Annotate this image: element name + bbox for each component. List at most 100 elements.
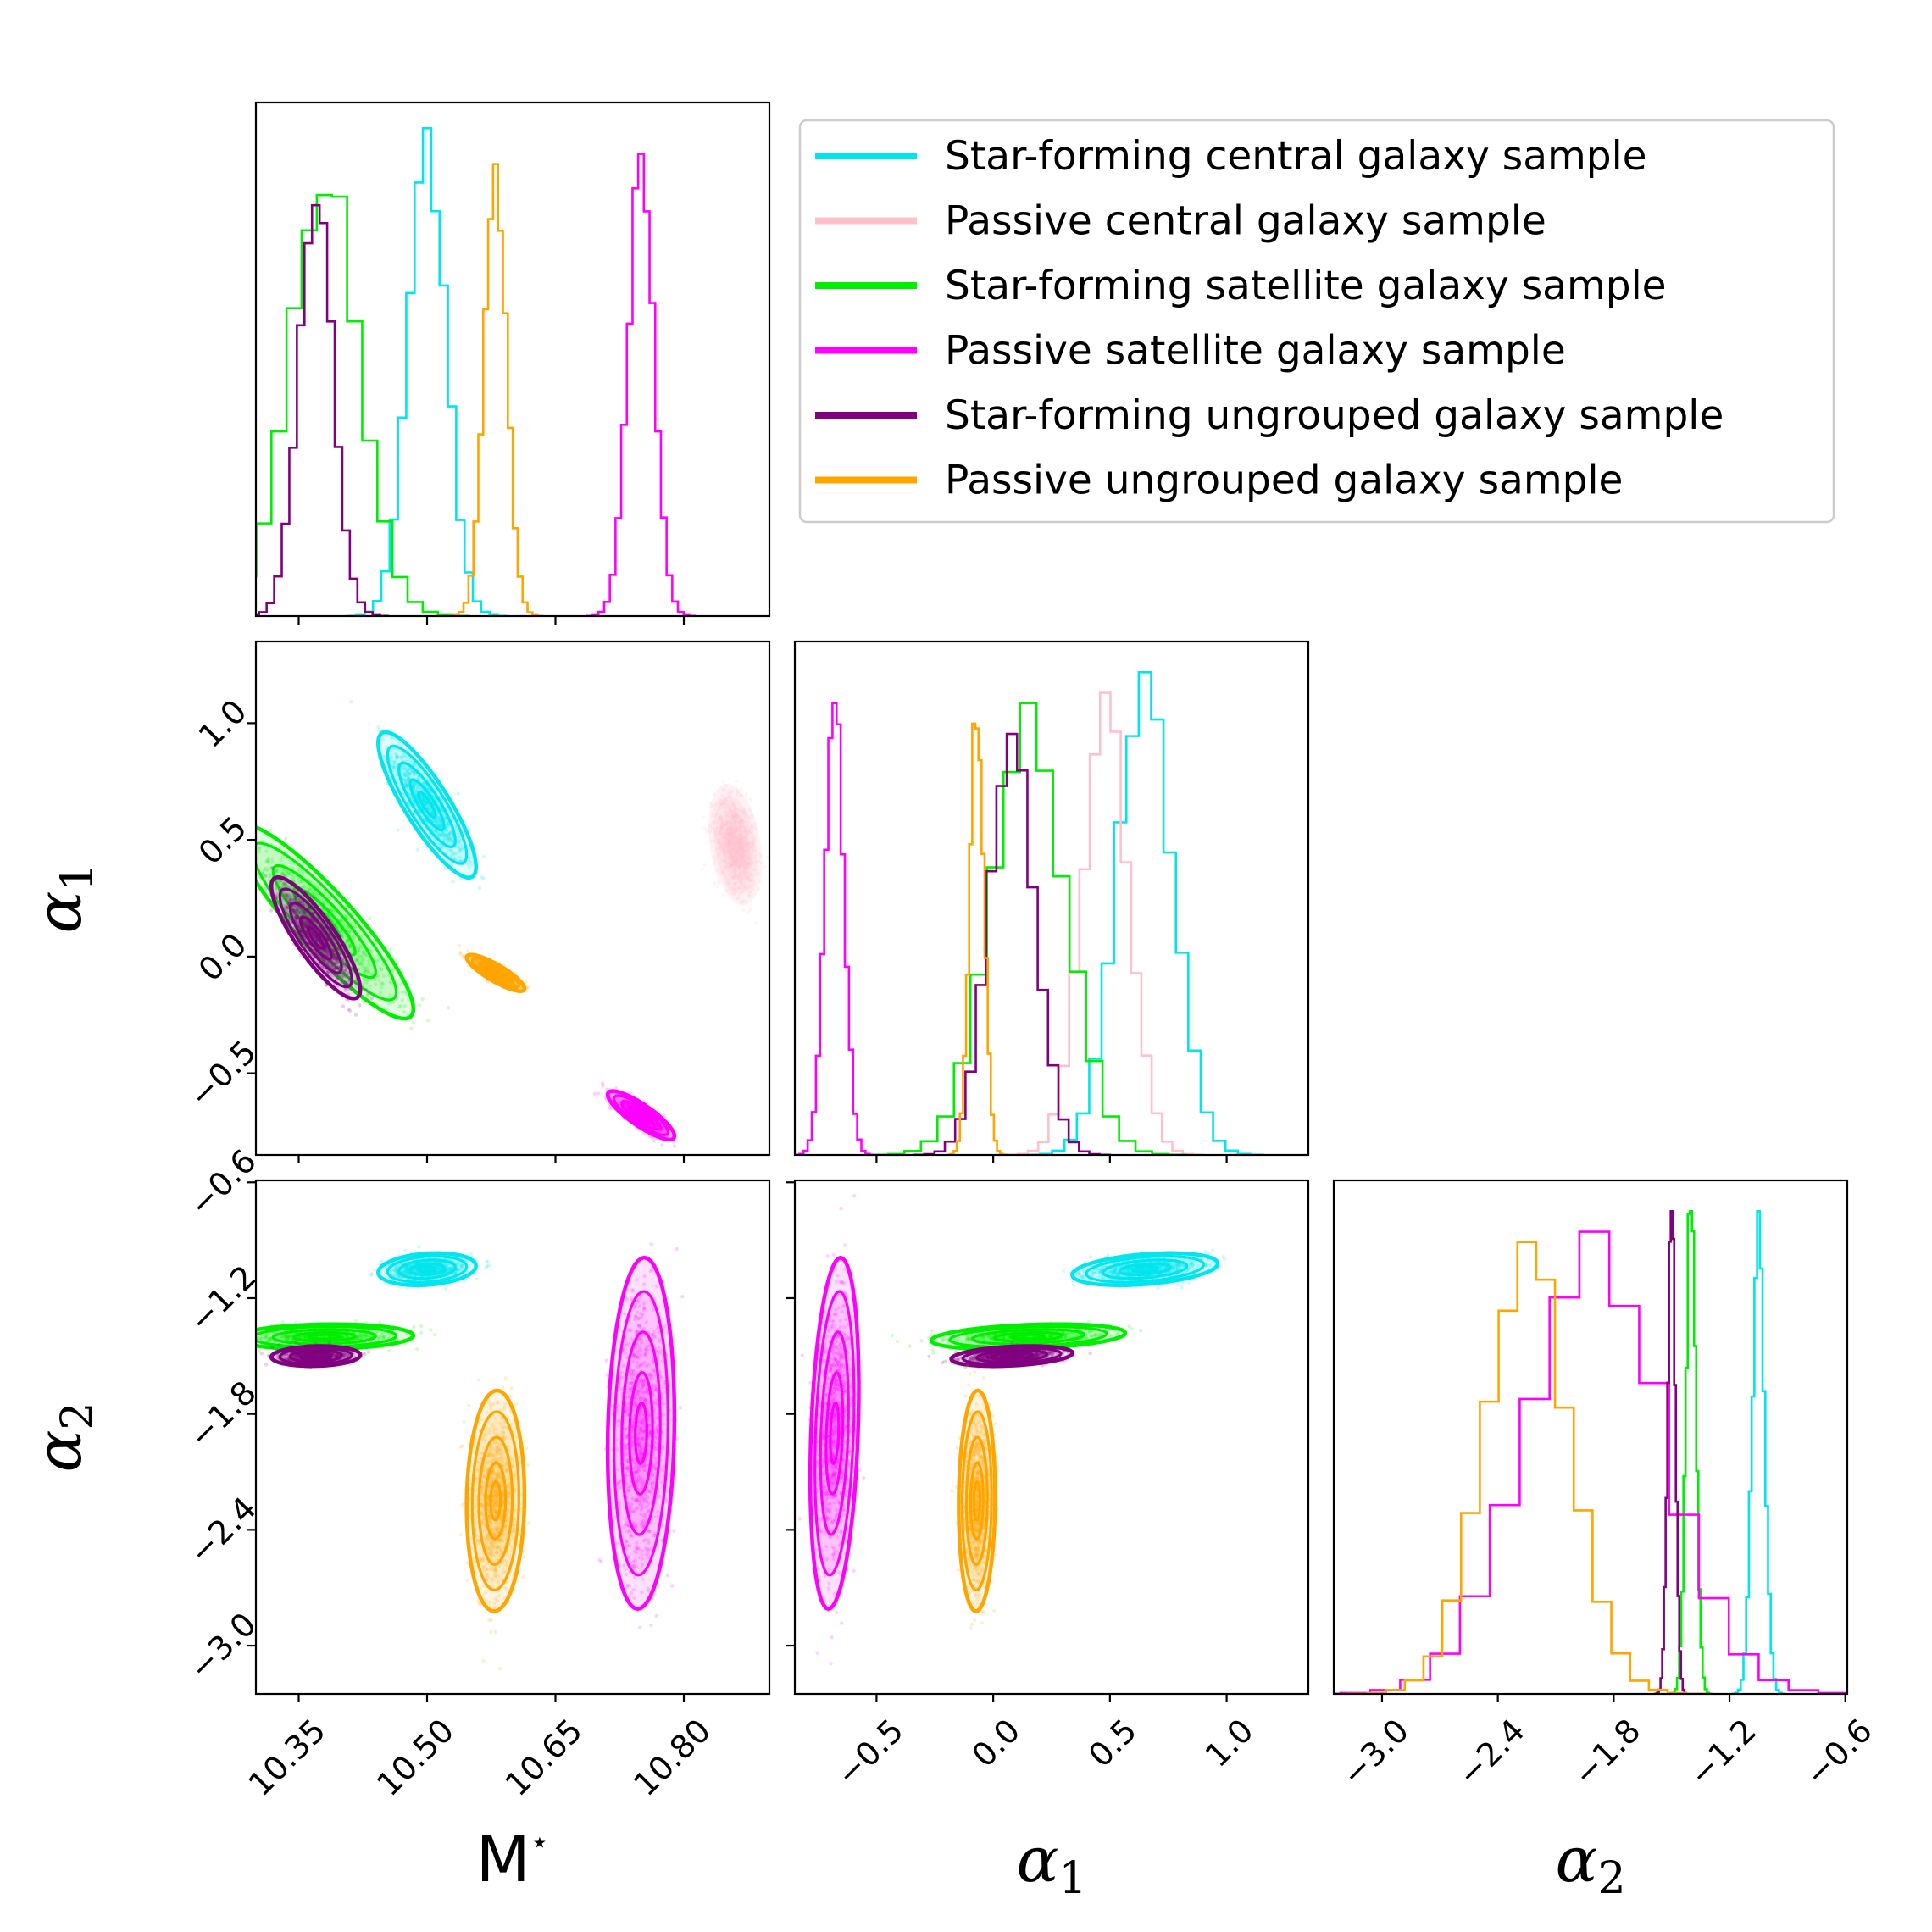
panel-frame	[1332, 1179, 1849, 1696]
contour-star-forming-ungrouped-galaxy-sample	[1000, 1352, 1024, 1359]
contour-star-forming-satellite-galaxy-sample	[1009, 1333, 1047, 1341]
hist-star-forming-ungrouped-galaxy-sample	[1654, 1210, 1690, 1694]
panel-frame	[254, 1179, 771, 1696]
x-tick-label: −0.5	[829, 1712, 910, 1793]
contour-star-forming-central-galaxy-sample	[397, 761, 457, 849]
panel-alpha2-hist: −3.0 −2.4 −1.8 −1.2 −0.6	[1332, 1179, 1879, 1793]
contour-star-forming-central-galaxy-sample	[1085, 1254, 1206, 1284]
hist-passive-satellite-galaxy-sample	[795, 702, 875, 1155]
panel-frame	[254, 101, 771, 618]
contour-star-forming-central-galaxy-sample	[408, 1262, 446, 1277]
legend-item-star-forming-ungrouped-galaxy-sample: Star-forming ungrouped galaxy sample	[815, 392, 1724, 439]
panel-alpha1-vs-alpha2: −0.5 0.0 0.5 1.0	[786, 1179, 1310, 1793]
contour-star-forming-ungrouped-galaxy-sample	[278, 887, 353, 989]
x-tick-label: −3.0	[1335, 1712, 1416, 1793]
contour-passive-satellite-galaxy-sample	[620, 1330, 662, 1536]
contour-passive-ungrouped-galaxy-sample	[964, 1435, 989, 1567]
contour-star-forming-satellite-galaxy-sample	[291, 1330, 357, 1343]
x-tick-label: 1.0	[1198, 1712, 1261, 1774]
x-tick-label: 0.5	[1081, 1712, 1144, 1774]
hist-star-forming-central-galaxy-sample	[1026, 671, 1264, 1155]
y-tick-label: 0.5	[192, 809, 254, 872]
contour-passive-ungrouped-galaxy-sample	[477, 1435, 514, 1567]
contour-passive-satellite-galaxy-sample	[605, 1255, 677, 1612]
contour-star-forming-satellite-galaxy-sample	[256, 824, 416, 1021]
contour-passive-satellite-galaxy-sample	[634, 1401, 648, 1465]
panel-frame	[793, 640, 1310, 1157]
legend-item-passive-ungrouped-galaxy-sample: Passive ungrouped galaxy sample	[815, 458, 1623, 504]
panel-M*-vs-alpha1: −0.50.00.51.0	[182, 640, 771, 1163]
contour-star-forming-central-galaxy-sample	[417, 791, 437, 819]
legend-label: Passive ungrouped galaxy sample	[945, 458, 1623, 504]
contour-passive-ungrouped-galaxy-sample	[470, 957, 521, 990]
hist-star-forming-satellite-galaxy-sample	[1669, 1210, 1713, 1694]
hist-star-forming-ungrouped-galaxy-sample	[256, 203, 389, 616]
contour-passive-central-galaxy-sample	[713, 795, 757, 894]
contour-passive-central-galaxy-sample	[725, 823, 745, 866]
contour-passive-ungrouped-galaxy-sample	[489, 1480, 502, 1522]
y-axis-label-alpha1: α1	[23, 863, 103, 933]
contour-passive-central-galaxy-sample	[708, 784, 763, 906]
contour-star-forming-ungrouped-galaxy-sample	[288, 901, 343, 974]
x-tick-label: 10.35	[242, 1712, 333, 1803]
contour-passive-ungrouped-galaxy-sample	[464, 1388, 527, 1613]
panel-M*-hist	[254, 101, 771, 625]
x-tick-label: −1.2	[1682, 1712, 1763, 1793]
panel-alpha1-hist	[793, 640, 1310, 1163]
x-tick-label: −2.4	[1450, 1712, 1531, 1793]
contour-passive-satellite-galaxy-sample	[628, 1371, 654, 1496]
x-tick-label: 10.65	[498, 1712, 590, 1803]
hist-passive-satellite-galaxy-sample	[1334, 1230, 1847, 1694]
contour-passive-satellite-galaxy-sample	[620, 1100, 662, 1131]
contour-star-forming-ungrouped-galaxy-sample	[307, 925, 325, 950]
legend-item-passive-satellite-galaxy-sample: Passive satellite galaxy sample	[815, 328, 1566, 375]
contour-star-forming-satellite-galaxy-sample	[307, 1333, 341, 1341]
contour-star-forming-central-galaxy-sample	[417, 1264, 437, 1274]
legend-item-passive-central-galaxy-sample: Passive central galaxy sample	[815, 198, 1546, 245]
panel-frame	[793, 1179, 1310, 1696]
x-tick-label: 10.50	[369, 1712, 461, 1803]
contour-passive-satellite-galaxy-sample	[824, 1371, 845, 1496]
x-axis-label-alpha2: α2	[1555, 1824, 1625, 1904]
contour-star-forming-central-galaxy-sample	[386, 744, 469, 865]
hist-passive-satellite-galaxy-sample	[586, 153, 697, 616]
legend-label: Passive central galaxy sample	[945, 198, 1546, 245]
panel-M*-vs-alpha2: 10.35 10.50 10.65 10.80−3.0−2.4−1.8−1.2−0.6	[182, 1142, 771, 1803]
contour-passive-central-galaxy-sample	[719, 809, 751, 880]
contour-passive-satellite-galaxy-sample	[829, 1401, 841, 1465]
panel-frame	[254, 640, 771, 1157]
contour-passive-satellite-galaxy-sample	[613, 1094, 669, 1136]
hist-star-forming-central-galaxy-sample	[347, 127, 508, 616]
contour-passive-satellite-galaxy-sample	[605, 1089, 677, 1142]
contour-passive-ungrouped-galaxy-sample	[489, 968, 502, 978]
contour-star-forming-central-galaxy-sample	[1130, 1264, 1159, 1274]
x-axis-label-mstar: M⋆	[476, 1824, 549, 1896]
hist-star-forming-satellite-galaxy-sample	[256, 193, 469, 616]
contour-passive-ungrouped-galaxy-sample	[484, 1461, 508, 1541]
legend-frame	[798, 119, 1835, 524]
legend-label: Star-forming satellite galaxy sample	[945, 263, 1667, 309]
points-passive-central-galaxy-sample	[700, 779, 769, 925]
contour-star-forming-ungrouped-galaxy-sample	[269, 874, 363, 1001]
hist-star-forming-satellite-galaxy-sample	[870, 702, 1186, 1155]
x-tick-label: −0.6	[1798, 1712, 1879, 1793]
x-tick-label: −1.8	[1566, 1712, 1647, 1793]
contour-star-forming-ungrouped-galaxy-sample	[307, 1352, 325, 1359]
contour-passive-ungrouped-galaxy-sample	[957, 1388, 997, 1613]
contour-passive-ungrouped-galaxy-sample	[464, 952, 527, 993]
contour-passive-ungrouped-galaxy-sample	[969, 1461, 985, 1541]
legend-label: Passive satellite galaxy sample	[945, 328, 1566, 375]
hist-passive-ungrouped-galaxy-sample	[1347, 1241, 1707, 1694]
contour-passive-ungrouped-galaxy-sample	[972, 1480, 982, 1522]
legend-label: Star-forming ungrouped galaxy sample	[945, 392, 1724, 439]
legend-label: Star-forming central galaxy sample	[945, 133, 1647, 180]
hist-passive-central-galaxy-sample	[1006, 691, 1205, 1155]
hist-star-forming-central-galaxy-sample	[1731, 1210, 1786, 1694]
x-tick-label: 10.80	[626, 1712, 718, 1803]
x-axis-label-alpha1: α1	[1016, 1824, 1086, 1904]
legend: Star-forming central galaxy sample Passiv…	[798, 119, 1835, 524]
x-tick-label: 0.0	[964, 1712, 1027, 1774]
y-tick-label: 0.0	[192, 926, 254, 989]
hist-passive-ungrouped-galaxy-sample	[946, 722, 1008, 1155]
